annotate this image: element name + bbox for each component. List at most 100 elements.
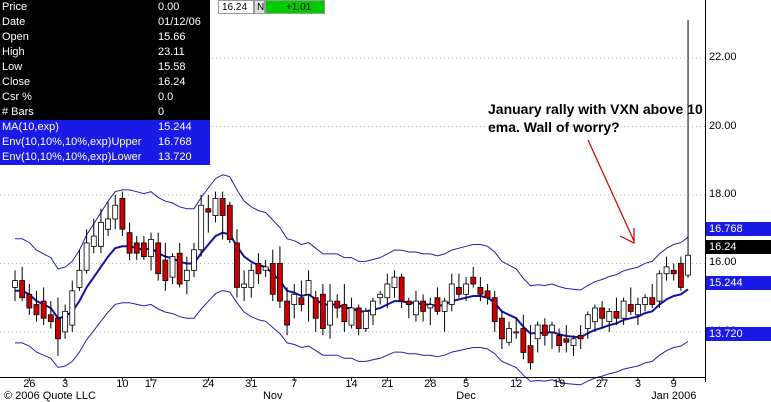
info-row-csr: Csr % 0.0 [0,90,210,105]
x-month-label: Dec [456,390,476,402]
candle-body [348,307,355,326]
candle-body [248,269,255,288]
info-value: 0.0 [158,91,174,103]
candle-body [370,300,376,316]
candle-body [33,304,40,316]
candle-body [69,290,76,326]
candle-body [635,304,641,316]
indicator-value: 15.244 [158,121,192,133]
indicator-label: Env(10,10%,10%,exp)Upper [2,136,142,148]
candle-body [269,263,276,295]
candle-body [520,328,527,353]
candle-body [556,334,563,347]
candle-body [98,221,104,247]
candle-body [620,300,627,319]
candle-body [191,249,197,271]
candle-body [377,293,384,299]
chart-annotation: January rally with VXN above 10 ema. Wal… [488,101,703,135]
candle-body [434,297,441,312]
candle-body [47,314,54,323]
info-label: Open [2,31,29,43]
indicator-row-lower: Env(10,10%,10%,exp)Lower 13.720 [0,150,210,165]
y-axis-line [705,0,706,382]
candle-body [456,287,462,295]
indicator-value: 13.720 [158,151,192,163]
candle-body [677,263,684,288]
info-value: 0 [158,106,165,118]
x-tick-label: 31 [245,378,258,390]
info-value: 15.58 [158,61,186,73]
close-price-label: 16.24 [706,240,771,254]
candle-body [642,297,648,305]
arrow-shaft [587,139,635,242]
x-axis-line [0,377,706,378]
candle-body [570,338,577,347]
x-tick-label: 7 [291,378,298,390]
x-tick-label: 5 [463,378,470,390]
candle-body [606,310,613,323]
indicator-value: 16.768 [158,136,192,148]
candle-body [663,266,670,275]
candle-body [592,307,598,323]
upper-envelope-label: 16.768 [706,222,771,236]
candle-body [55,317,61,340]
candle-body [362,310,369,329]
candle-body [577,334,584,340]
x-tick-label: 3 [62,378,69,390]
candle-body [527,345,534,364]
x-tick-label: 27 [595,378,609,390]
candle-body [277,263,283,302]
candle-body [241,283,248,288]
x-tick-label: 9 [670,378,677,390]
candle-body [441,300,448,312]
y-tick-label: 18.00 [709,188,737,200]
candle-body [656,273,663,302]
indicator-row-upper: Env(10,10%,10%,exp)Upper 16.768 [0,135,210,150]
candle-body [534,324,541,340]
candle-body [90,235,97,247]
candle-body [599,307,606,319]
info-value: 15.66 [158,31,186,43]
candle-body [541,324,548,336]
candle-body [670,269,677,275]
candle-body [498,317,505,340]
candle-body [198,204,205,251]
candle-body [148,239,154,258]
info-row-high: High 23.11 [0,45,210,60]
candle-body [62,310,69,333]
candle-body [319,293,326,329]
candle-body [405,300,412,305]
y-tick-label: 16.00 [709,256,737,269]
info-value: 16.24 [158,76,186,88]
candle-body [112,204,119,220]
candle-body [26,293,33,309]
candle-body [334,300,341,309]
candle-body [126,232,133,254]
candle-body [291,293,298,305]
info-row-bars: # Bars 0 [0,105,210,120]
info-label: Price [2,1,28,13]
candle-body [219,198,226,216]
copyright-notice: © 2006 Quote LLC [4,390,96,402]
x-tick-label: 28 [424,378,437,390]
info-label: Date [2,16,26,28]
x-tick-label: 26 [23,378,36,390]
candle-body [119,198,126,230]
upper-envelope-line [15,174,689,291]
x-tick-label: 3 [634,378,641,390]
candle-body [212,198,219,216]
candle-body [262,266,269,271]
indicator-label: Env(10,10%,10%,exp)Lower [2,151,142,163]
x-tick-label: 12 [510,378,523,390]
quote-flag: N [254,0,265,14]
ma-label: 15.244 [706,276,771,290]
candle-body [613,310,620,319]
x-month-label: Nov [262,390,283,402]
indicator-label: MA(10,exp) [2,121,59,133]
candle-body [384,283,391,299]
arrow-head [619,228,635,244]
candle-body [477,287,484,295]
candle-body [312,297,319,319]
candle-body [413,300,419,316]
